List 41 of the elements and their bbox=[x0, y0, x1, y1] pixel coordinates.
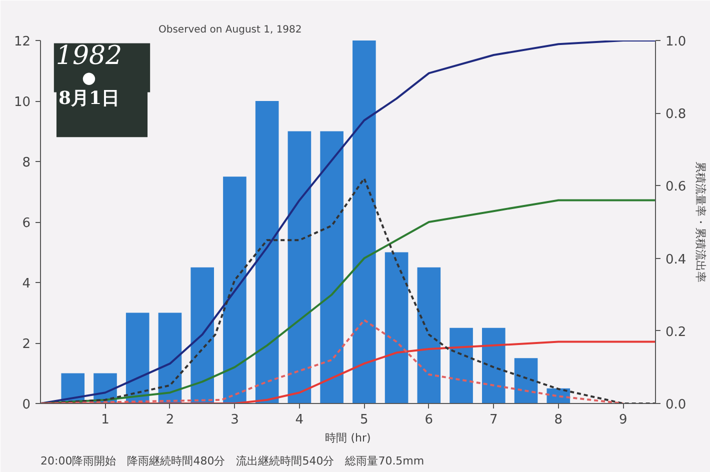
y-tick-label: 8 bbox=[22, 156, 31, 170]
text: 20:00降雨開始 降雨継続時間480分 流出継続時間540分 総雨量70.5mm bbox=[40, 454, 424, 468]
x-tick-label: 7 bbox=[490, 412, 498, 428]
y-tick-label: 12 bbox=[14, 34, 31, 50]
y-tick-label: 10 bbox=[14, 95, 31, 110]
bar bbox=[417, 267, 441, 404]
x-tick-label: 1 bbox=[101, 412, 110, 428]
y2-tick-label: 0.2 bbox=[666, 324, 686, 340]
x-tick-label: 9 bbox=[618, 412, 628, 428]
x-tick-label: 6 bbox=[424, 412, 434, 428]
y2-tick-label: 0.0 bbox=[666, 398, 686, 412]
y2-tick-label: 0.6 bbox=[666, 180, 686, 195]
line-series bbox=[40, 319, 624, 404]
bar bbox=[255, 101, 279, 404]
bar bbox=[384, 252, 408, 404]
bar bbox=[320, 131, 344, 404]
bar bbox=[514, 358, 538, 404]
y2-tick-label: 1.0 bbox=[666, 34, 686, 50]
bar bbox=[126, 312, 150, 404]
annotation: 8月1日 bbox=[58, 88, 120, 110]
x-tick-label: 2 bbox=[166, 412, 174, 428]
bar bbox=[288, 131, 312, 404]
x-tick-label: 5 bbox=[360, 412, 368, 428]
y-tick-label: 2 bbox=[22, 337, 31, 352]
y-tick-label: 6 bbox=[22, 216, 31, 231]
bar bbox=[450, 328, 473, 404]
x-tick-label: 4 bbox=[295, 412, 304, 428]
y2-tick-label: 0.8 bbox=[666, 107, 686, 122]
y-tick-label: 4 bbox=[22, 276, 31, 292]
bar bbox=[158, 312, 182, 404]
x-tick-label: 3 bbox=[230, 412, 239, 428]
y2-tick-label: 0.4 bbox=[666, 252, 686, 268]
bar bbox=[223, 176, 246, 404]
bar bbox=[482, 328, 506, 404]
y-tick-label: 0 bbox=[22, 398, 31, 412]
y2-axis-title: 累積流量率・累積流出率 bbox=[694, 162, 708, 282]
x-tick-label: 8 bbox=[554, 412, 563, 428]
bar bbox=[190, 267, 214, 404]
x-axis-title: 時間 (hr) bbox=[325, 432, 371, 444]
chart-title: Observed on August 1, 1982 bbox=[158, 24, 302, 36]
bar bbox=[352, 40, 376, 404]
